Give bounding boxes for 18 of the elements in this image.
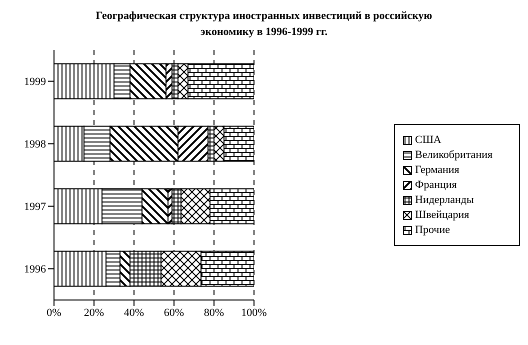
legend-label: Нидерланды — [415, 194, 474, 206]
legend-label: Швейцария — [415, 209, 470, 221]
chart-title: Географическая структура иностранных инвестиций в российскую экономику в 1996-1999 гг. — [94, 9, 434, 40]
legend-label: Германия — [415, 164, 460, 176]
legend-label: Франция — [415, 179, 457, 191]
legend-label: США — [415, 134, 442, 146]
x-tick-label: 80% — [204, 306, 224, 319]
x-tick-label: 100% — [241, 306, 267, 319]
legend-label: Великобритания — [415, 149, 493, 161]
y-tick-label: 1996 — [24, 264, 46, 276]
legend-label: Прочие — [415, 224, 450, 236]
y-tick-label: 1998 — [24, 138, 46, 151]
x-tick-label: 20% — [84, 306, 104, 319]
x-tick-label: 60% — [164, 306, 184, 319]
y-tick-label: 1997 — [24, 201, 46, 214]
x-tick-label: 40% — [124, 306, 144, 319]
y-tick-label: 1999 — [24, 76, 46, 88]
x-tick-label: 0% — [46, 306, 62, 319]
